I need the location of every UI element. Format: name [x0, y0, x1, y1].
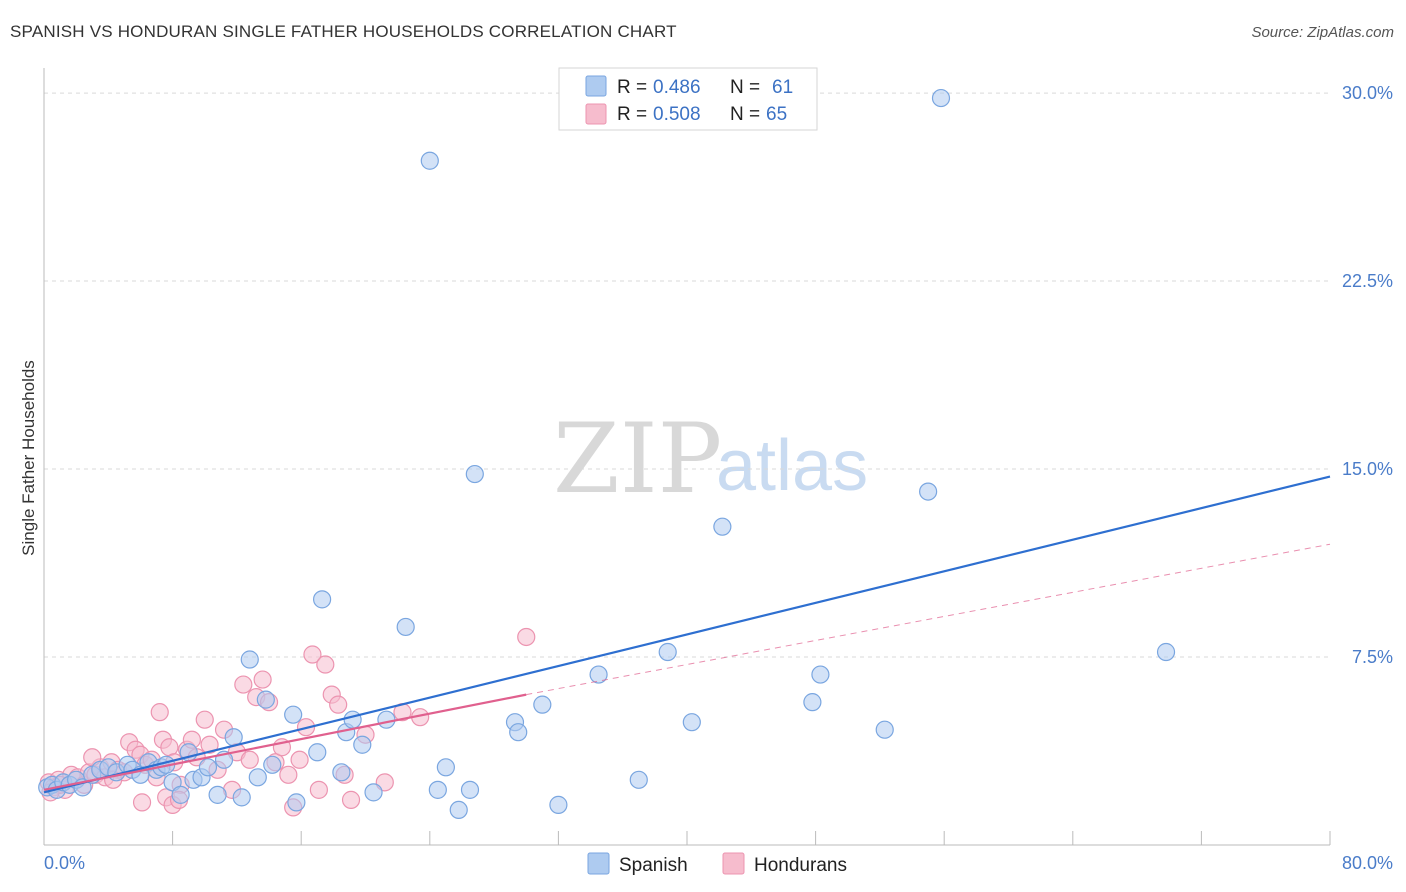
spanish-point [377, 710, 396, 729]
y-tick-labels: 7.5% 15.0% 22.5% 30.0% [1342, 83, 1393, 667]
hondurans-point [290, 750, 309, 769]
spanish-n-label: N = [730, 77, 760, 98]
chart-source: Source: ZipAtlas.com [1251, 24, 1394, 41]
spanish-point [240, 650, 259, 669]
spanish-point [428, 780, 447, 799]
spanish-point [284, 705, 303, 724]
hondurans-n-label: N = [730, 104, 760, 125]
hondurans-point [341, 790, 361, 809]
spanish-point [460, 780, 480, 799]
hondurans-point [160, 738, 179, 757]
spanish-point [449, 800, 468, 820]
spanish-point [198, 758, 218, 777]
x-tick-label-max: 80.0% [1342, 853, 1393, 873]
spanish-trend-line [43, 475, 1331, 794]
y-tick-label: 15.0% [1342, 459, 1393, 479]
spanish-point [658, 642, 677, 662]
spanish-point [931, 88, 951, 108]
hondurans-point [309, 780, 328, 799]
spanish-point [343, 710, 362, 729]
spanish-point [549, 795, 568, 814]
spanish-point [287, 793, 306, 812]
hondurans-point [132, 793, 152, 812]
hondurans-point [253, 670, 272, 689]
spanish-point [875, 720, 894, 739]
spanish-n-value: 61 [772, 77, 793, 98]
trend-lines [43, 475, 1331, 794]
spanish-point [353, 735, 372, 754]
hondurans-r-value: 0.508 [653, 104, 701, 125]
spanish-point [533, 695, 552, 714]
hondurans-point [316, 655, 335, 674]
x-tick-label-min: 0.0% [44, 853, 85, 873]
hondurans-point [195, 710, 214, 729]
hondurans-trend-line [43, 693, 527, 791]
spanish-point [208, 785, 227, 804]
spanish-point [224, 728, 243, 747]
spanish-point [682, 713, 701, 732]
chart-title: SPANISH VS HONDURAN SINGLE FATHER HOUSEH… [10, 22, 677, 41]
y-axis-label: Single Father Households [19, 360, 38, 556]
stats-legend: R = 0.486 N = 61 R = 0.508 N = 65 [558, 67, 818, 131]
spanish-point [396, 617, 415, 637]
hondurans-legend-swatch [585, 103, 607, 125]
spanish-point [312, 590, 332, 609]
spanish-point [436, 758, 455, 777]
hondurans-r-label: R = [617, 104, 647, 125]
spanish-point [364, 783, 383, 802]
spanish-point [420, 151, 439, 170]
watermark-atlas: atlas [716, 426, 868, 506]
spanish-legend-swatch [585, 75, 607, 97]
bottom-legend-spanish-swatch [587, 852, 610, 875]
bottom-legend-hondurans-label: Hondurans [754, 855, 847, 876]
hondurans-point [200, 735, 219, 754]
hondurans-point [279, 765, 298, 784]
spanish-point [308, 743, 327, 762]
hondurans-n-value: 65 [766, 104, 787, 125]
spanish-point [803, 693, 822, 712]
spanish-r-label: R = [617, 77, 647, 98]
spanish-r-value: 0.486 [653, 77, 701, 98]
spanish-point [589, 665, 608, 684]
spanish-point [811, 665, 830, 684]
gridlines [44, 92, 1330, 658]
bottom-legend-spanish-label: Spanish [619, 855, 688, 876]
hondurans-point [234, 675, 253, 694]
y-tick-label: 30.0% [1342, 83, 1393, 103]
spanish-point [713, 517, 732, 536]
y-tick-label: 22.5% [1342, 271, 1393, 291]
series-spanish [38, 88, 1176, 820]
bottom-legend: Spanish Hondurans [587, 852, 847, 876]
spanish-point [232, 788, 251, 807]
spanish-point [1156, 642, 1176, 662]
hondurans-trend-extension [526, 543, 1331, 696]
hondurans-point [150, 703, 169, 722]
x-ticks [43, 831, 1331, 845]
spanish-point [171, 785, 190, 804]
hondurans-point [240, 750, 259, 769]
spanish-point [332, 763, 351, 782]
watermark-zip: ZIP [553, 403, 722, 515]
spanish-point [919, 482, 938, 501]
hondurans-point [303, 645, 322, 664]
y-tick-label: 7.5% [1352, 647, 1393, 667]
spanish-point [509, 723, 528, 742]
spanish-point [256, 690, 275, 709]
bottom-legend-hondurans-swatch [722, 852, 745, 875]
spanish-point [465, 464, 484, 484]
spanish-point [248, 768, 267, 787]
spanish-point [263, 755, 282, 774]
hondurans-point [517, 627, 536, 647]
hondurans-point [329, 695, 348, 714]
spanish-point [629, 770, 648, 789]
